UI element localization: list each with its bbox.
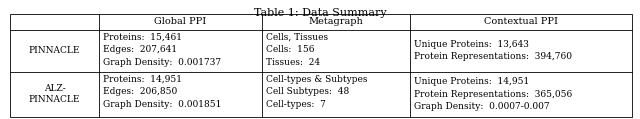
Text: Unique Proteins:  13,643
Protein Representations:  394,760: Unique Proteins: 13,643 Protein Represen… [414,40,572,61]
Bar [10,14,632,117]
Text: Cells, Tissues
Cells:  156
Tissues:  24: Cells, Tissues Cells: 156 Tissues: 24 [266,33,328,67]
Text: Contextual PPI: Contextual PPI [484,17,558,26]
Text: Table 1: Data Summary: Table 1: Data Summary [253,8,387,18]
Text: Proteins:  14,951
Edges:  206,850
Graph Density:  0.001851: Proteins: 14,951 Edges: 206,850 Graph De… [103,74,221,109]
Text: Unique Proteins:  14,951
Protein Representations:  365,056
Graph Density:  0.000: Unique Proteins: 14,951 Protein Represen… [414,77,572,111]
Text: ALZ-
PINNACLE: ALZ- PINNACLE [29,84,80,104]
Text: PINNACLE: PINNACLE [29,46,80,55]
Text: Proteins:  15,461
Edges:  207,641
Graph Density:  0.001737: Proteins: 15,461 Edges: 207,641 Graph De… [103,33,221,67]
Text: Global PPI: Global PPI [154,17,207,26]
Text: Metagraph: Metagraph [308,17,363,26]
Text: Cell-types & Subtypes
Cell Subtypes:  48
Cell-types:  7: Cell-types & Subtypes Cell Subtypes: 48 … [266,74,367,109]
